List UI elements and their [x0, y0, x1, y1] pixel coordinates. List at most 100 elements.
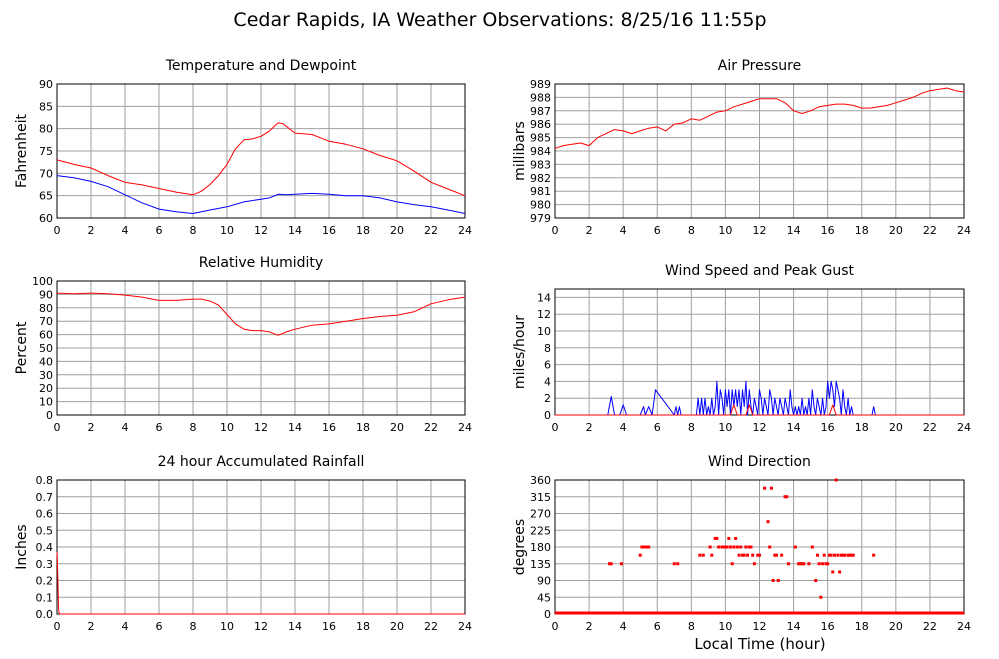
chart-title: Relative Humidity [199, 255, 323, 271]
y-tick-label: 80 [39, 302, 53, 315]
y-tick-label: 989 [530, 78, 551, 91]
x-tick-label: 10 [718, 224, 732, 237]
x-tick-label: 12 [753, 620, 767, 633]
data-point [710, 553, 714, 557]
data-point [638, 553, 642, 557]
data-point [734, 536, 738, 540]
y-tick-label: 0 [46, 409, 53, 422]
x-tick-label: 20 [390, 224, 404, 237]
y-tick-label: 0.6 [36, 508, 54, 521]
x-tick-label: 12 [254, 224, 268, 237]
plot-frame [56, 83, 466, 219]
x-tick-label: 2 [586, 224, 593, 237]
y-axis-label: millibars [512, 121, 528, 181]
x-tick-label: 14 [288, 620, 302, 633]
data-point [843, 553, 847, 557]
x-tick-label: 24 [957, 421, 971, 434]
x-tick-label: 12 [753, 224, 767, 237]
data-point [763, 486, 767, 490]
x-tick-label: 6 [156, 224, 163, 237]
y-tick-label: 0.4 [36, 541, 54, 554]
y-tick-label: 14 [537, 291, 551, 304]
x-tick-label: 8 [190, 224, 197, 237]
x-tick-label: 0 [54, 224, 61, 237]
data-point [773, 553, 777, 557]
data-point [769, 486, 773, 490]
y-tick-label: 4 [544, 375, 551, 388]
data-point [766, 520, 770, 524]
chart-title: Wind Direction [708, 454, 811, 470]
data-point [756, 553, 760, 557]
data-point [676, 562, 680, 566]
x-tick-label: 6 [156, 620, 163, 633]
data-point [850, 553, 854, 557]
data-point [715, 536, 719, 540]
x-tick-label: 22 [923, 421, 937, 434]
x-tick-label: 20 [390, 620, 404, 633]
x-tick-label: 8 [688, 421, 695, 434]
y-tick-label: 8 [544, 342, 551, 355]
data-point [722, 545, 726, 549]
y-tick-label: 40 [39, 355, 53, 368]
x-tick-label: 22 [424, 421, 438, 434]
data-point [751, 553, 755, 557]
y-tick-label: 986 [530, 118, 551, 131]
y-tick-label: 75 [39, 145, 53, 158]
data-point [645, 545, 649, 549]
data-point [841, 553, 845, 557]
x-tick-label: 20 [889, 620, 903, 633]
x-tick-label: 6 [654, 224, 661, 237]
data-point [802, 562, 806, 566]
x-tick-label: 18 [855, 224, 869, 237]
series-line-0 [554, 87, 965, 149]
data-point [822, 553, 826, 557]
data-point [749, 545, 753, 549]
data-point [838, 570, 842, 574]
data-point [798, 562, 802, 566]
y-tick-label: 0.5 [36, 524, 54, 537]
series-line-1 [56, 175, 466, 214]
x-tick-label: 14 [787, 620, 801, 633]
y-tick-label: 60 [39, 329, 53, 342]
x-tick-label: 0 [552, 421, 559, 434]
data-point [725, 545, 729, 549]
data-point [735, 545, 739, 549]
data-point [780, 553, 784, 557]
y-tick-label: 360 [530, 474, 551, 487]
data-point [834, 478, 838, 482]
y-tick-label: 0 [544, 608, 551, 621]
x-tick-label: 18 [855, 421, 869, 434]
data-point [783, 495, 787, 499]
data-point [846, 553, 850, 557]
data-point [608, 562, 612, 566]
x-tick-label: 22 [424, 224, 438, 237]
x-tick-label: 4 [122, 224, 129, 237]
data-point [815, 553, 819, 557]
y-tick-label: 80 [39, 123, 53, 136]
y-tick-label: 0.2 [36, 575, 54, 588]
chart-title: 24 hour Accumulated Rainfall [158, 454, 365, 470]
y-tick-label: 979 [530, 212, 551, 225]
data-point [836, 553, 840, 557]
data-point [737, 553, 741, 557]
x-tick-label: 6 [654, 620, 661, 633]
y-tick-label: 0.3 [36, 558, 54, 571]
y-axis-label: miles/hour [512, 315, 528, 389]
data-point [821, 562, 825, 566]
x-tick-label: 22 [923, 620, 937, 633]
data-point [717, 545, 721, 549]
data-point [817, 562, 821, 566]
x-tick-label: 16 [821, 620, 835, 633]
y-tick-label: 90 [537, 575, 551, 588]
data-point [826, 562, 830, 566]
data-point [642, 545, 646, 549]
y-axis-label: Inches [14, 524, 30, 569]
y-tick-label: 225 [530, 524, 551, 537]
y-tick-label: 0.7 [36, 491, 54, 504]
data-point [810, 545, 814, 549]
x-tick-label: 10 [220, 421, 234, 434]
x-tick-label: 10 [220, 620, 234, 633]
y-tick-label: 0.1 [36, 591, 54, 604]
y-tick-label: 10 [39, 396, 53, 409]
